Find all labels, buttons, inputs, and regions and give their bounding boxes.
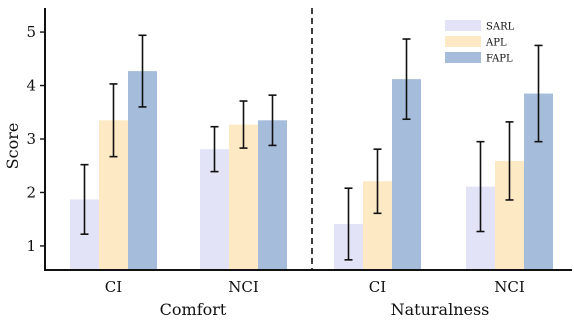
y-tick-label: 5	[26, 23, 36, 41]
error-bar-comfort-nci-apl	[239, 100, 248, 149]
legend-label-sarl: SARL	[486, 22, 515, 33]
error-bar-naturalness-ci-apl	[373, 148, 382, 215]
error-bar-comfort-ci-fapl	[138, 34, 147, 108]
y-tick-label: 4	[26, 77, 36, 95]
y-tick-label: 1	[26, 237, 36, 255]
error-bars-layer	[80, 34, 543, 261]
legend-label-fapl: FAPL	[486, 54, 513, 65]
bars-layer	[70, 71, 553, 271]
error-bar-naturalness-nci-apl	[505, 121, 514, 201]
group-label-comfort: Comfort	[160, 300, 227, 319]
legend-swatch-apl	[445, 36, 481, 47]
y-axis-title: Score	[3, 123, 22, 170]
error-bar-comfort-ci-apl	[109, 83, 118, 158]
legend: SARL APL FAPL	[445, 20, 515, 65]
error-bar-naturalness-nci-sarl	[476, 140, 485, 233]
legend-swatch-sarl	[445, 20, 481, 31]
error-bar-comfort-nci-sarl	[210, 125, 219, 173]
y-ticks: 1 2 3 4 5	[26, 23, 45, 255]
error-bar-naturalness-ci-sarl	[344, 187, 353, 261]
x-tick-label-comfort-nci: NCI	[228, 278, 259, 296]
y-tick-label: 2	[26, 183, 36, 201]
error-bar-naturalness-nci-fapl	[534, 44, 543, 143]
legend-label-apl: APL	[485, 38, 507, 49]
legend-swatch-fapl	[445, 52, 481, 63]
error-bar-naturalness-ci-fapl	[402, 38, 411, 121]
error-bar-comfort-ci-sarl	[80, 163, 89, 235]
error-bar-comfort-nci-fapl	[268, 94, 277, 147]
group-label-naturalness: Naturalness	[391, 300, 490, 319]
x-tick-label-comfort-ci: CI	[105, 278, 122, 296]
x-tick-label-naturalness-ci: CI	[369, 278, 386, 296]
y-tick-label: 3	[26, 130, 36, 148]
x-tick-label-naturalness-nci: NCI	[494, 278, 525, 296]
